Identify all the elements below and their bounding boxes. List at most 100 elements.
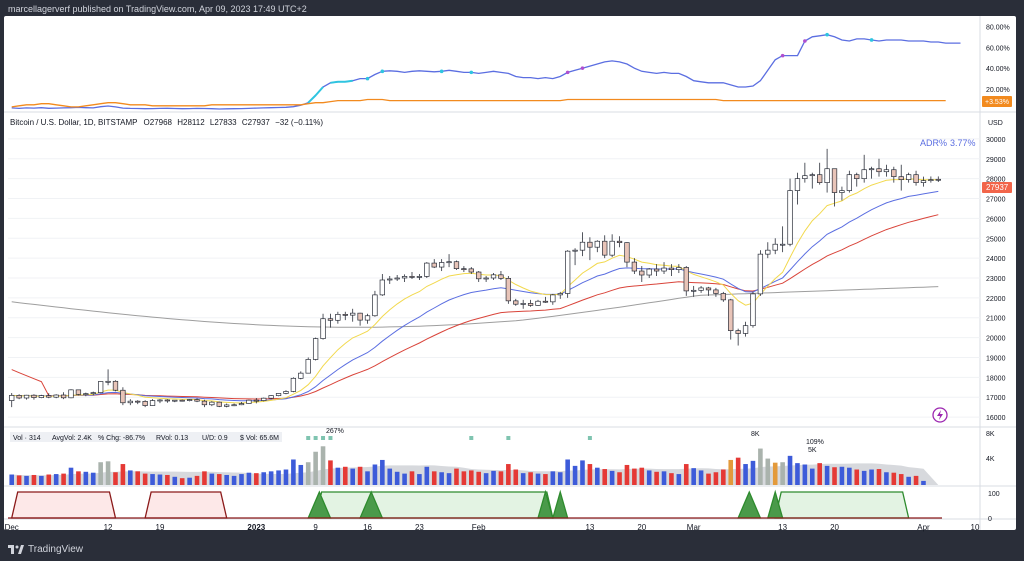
volume-bar: [342, 466, 348, 485]
volume-bar: [580, 460, 585, 485]
candle-body: [920, 180, 927, 183]
candle-body: [298, 372, 304, 379]
candle-body: [53, 394, 59, 398]
price-tick-label: 23000: [986, 276, 1006, 283]
volume-bar: [24, 475, 29, 485]
volume-bar: [298, 464, 304, 485]
volume-bar: [98, 462, 103, 485]
volume-bar: [661, 471, 667, 485]
candle-body: [490, 274, 497, 279]
volume-marker: [469, 436, 474, 440]
candle-body: [446, 261, 452, 264]
volume-bar: [750, 460, 756, 485]
volume-bar: [528, 472, 533, 485]
price-tick-label: 26000: [986, 216, 1006, 223]
volume-bar: [817, 463, 822, 485]
rs-highlight: [314, 86, 324, 97]
candle-body: [935, 178, 941, 181]
volume-bar: [869, 469, 874, 485]
price-tick-label: 30000: [986, 137, 1006, 144]
volume-bar: [609, 470, 615, 485]
volume-bar: [476, 471, 482, 485]
candle-body: [668, 267, 675, 270]
price-tick-label: 19000: [986, 355, 1006, 362]
volume-bar: [728, 459, 734, 485]
candle-body: [557, 293, 563, 296]
currency-label: USD: [988, 120, 1003, 127]
candle-body: [431, 262, 437, 268]
volume-bar: [683, 464, 689, 485]
candle-body: [928, 179, 934, 181]
volume-bar: [439, 472, 444, 485]
volume-bar: [557, 472, 563, 485]
candle-body: [38, 395, 45, 398]
lightning-icon[interactable]: [932, 407, 948, 423]
volume-bar: [461, 471, 467, 485]
volume-bar: [320, 446, 326, 485]
candle-body: [320, 318, 326, 339]
candle-body: [342, 314, 348, 316]
volume-bar: [39, 475, 44, 485]
candle-body: [905, 174, 912, 180]
candle-body: [468, 268, 474, 273]
volume-bar: [113, 472, 118, 485]
volume-bar: [350, 468, 355, 485]
volume-bar: [535, 473, 541, 485]
volume-bar: [906, 476, 911, 485]
volume-bar: [824, 465, 830, 485]
volume-bar: [305, 462, 311, 485]
candle-body: [290, 377, 297, 392]
volume-bar: [550, 471, 556, 485]
volume-marker: [321, 436, 326, 440]
date-tick-label: 13: [585, 523, 594, 532]
candle-body: [831, 168, 838, 193]
date-tick-label: 13: [778, 523, 787, 532]
volume-bar: [335, 467, 341, 485]
rs-highlight: [307, 94, 317, 104]
candle-body: [98, 381, 104, 393]
candle-body: [372, 294, 378, 317]
candle-body: [876, 168, 882, 173]
date-tick-label: 20: [830, 523, 839, 532]
candle-body: [83, 393, 89, 395]
volume-bar: [172, 476, 178, 485]
candle-body: [387, 278, 393, 281]
volume-bar: [513, 469, 519, 485]
symbol-title: Bitcoin / U.S. Dollar, 1D, BITSTAMP O279…: [10, 118, 323, 127]
candle-body: [809, 174, 815, 177]
signal-tick-label: 100: [988, 491, 1000, 498]
candle-body: [238, 403, 245, 406]
date-tick-label: 9: [313, 523, 318, 532]
candle-body: [120, 389, 126, 404]
rs-tick-label: 60.00%: [986, 45, 1010, 52]
candle-body: [802, 175, 808, 180]
volume-bar: [498, 471, 504, 485]
volume-bar: [772, 462, 778, 485]
candle-body: [23, 394, 30, 399]
candle-body: [350, 312, 356, 316]
vol-legend: Vol · 314 AvgVol: 2.4K % Chg: -86.7% RVo…: [10, 432, 282, 442]
pane-separators: [4, 16, 1016, 530]
volume-bar: [698, 470, 704, 485]
volume-bar: [543, 474, 548, 485]
orange-line: [11, 98, 946, 108]
date-tick-label: Feb: [472, 523, 486, 532]
candle-body: [453, 261, 460, 270]
volume-bar: [839, 466, 845, 485]
relative-strength-pane: [11, 32, 961, 110]
candle-body: [31, 394, 37, 398]
volume-pane: [9, 436, 939, 485]
candle-body: [868, 168, 875, 171]
rs-marker: [469, 70, 474, 75]
date-tick-label: 16: [363, 523, 372, 532]
candle-body: [854, 174, 860, 180]
candle-body: [335, 314, 341, 321]
tradingview-brand[interactable]: TradingView: [8, 544, 83, 555]
volume-bar: [357, 466, 363, 485]
volume-bar: [142, 473, 148, 485]
volume-bar: [735, 457, 741, 485]
volume-bar: [921, 480, 926, 485]
volume-bar: [46, 474, 52, 485]
candle-body: [913, 174, 919, 183]
candle-body: [602, 240, 608, 256]
